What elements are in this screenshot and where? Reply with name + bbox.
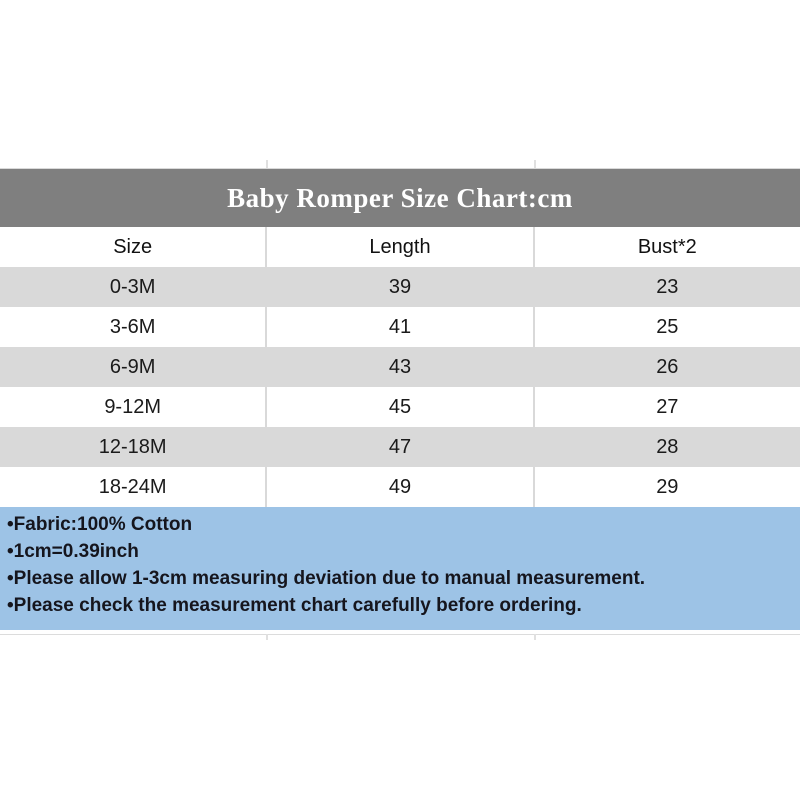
cell-length: 41	[265, 307, 532, 347]
cell-bust: 29	[532, 467, 800, 507]
note-line-fabric: •Fabric:100% Cotton	[7, 514, 193, 535]
chart-title-bar: Baby Romper Size Chart:cm	[0, 168, 800, 227]
notes-panel: •Fabric:100% Cotton •1cm=0.39inch •Pleas…	[0, 507, 800, 630]
table-row: 0-3M 39 23	[0, 267, 800, 307]
chart-title: Baby Romper Size Chart:cm	[227, 182, 573, 213]
cell-length: 39	[265, 267, 532, 307]
column-header-bust: Bust*2	[532, 227, 800, 267]
gridline-stub-top-left	[266, 160, 268, 168]
cell-size: 0-3M	[109, 276, 156, 298]
cell-length: 47	[265, 427, 532, 467]
cell-bust: 27	[532, 387, 800, 427]
gridline-bottom	[0, 634, 800, 635]
gridline-stub-bottom-right	[534, 634, 536, 640]
column-header-length: Length	[265, 227, 532, 267]
note-line-deviation: •Please allow 1-3cm measuring deviation …	[7, 568, 646, 589]
table-row: 18-24M 49 29	[0, 467, 800, 507]
cell-size: 9-12M	[104, 396, 162, 418]
cell-size: 18-24M	[98, 476, 167, 498]
cell-length: 49	[265, 467, 532, 507]
table-row: 9-12M 45 27	[0, 387, 800, 427]
note-line-check: •Please check the measurement chart care…	[7, 595, 582, 616]
size-chart: Baby Romper Size Chart:cm Size Length Bu…	[0, 168, 800, 630]
cell-bust: 23	[532, 267, 800, 307]
gridline-stub-top-right	[534, 160, 536, 168]
table-header-row: Size Length Bust*2	[0, 227, 800, 267]
table-row: 6-9M 43 26	[0, 347, 800, 387]
column-header-size: Size	[113, 236, 153, 258]
cell-length: 43	[265, 347, 532, 387]
cell-bust: 26	[532, 347, 800, 387]
cell-length: 45	[265, 387, 532, 427]
cell-bust: 28	[532, 427, 800, 467]
cell-size: 6-9M	[109, 356, 156, 378]
cell-size: 3-6M	[109, 316, 156, 338]
cell-size: 12-18M	[98, 436, 167, 458]
gridline-stub-bottom-left	[266, 634, 268, 640]
table-row: 12-18M 47 28	[0, 427, 800, 467]
cell-bust: 25	[532, 307, 800, 347]
note-line-conversion: •1cm=0.39inch	[7, 541, 139, 562]
table-row: 3-6M 41 25	[0, 307, 800, 347]
